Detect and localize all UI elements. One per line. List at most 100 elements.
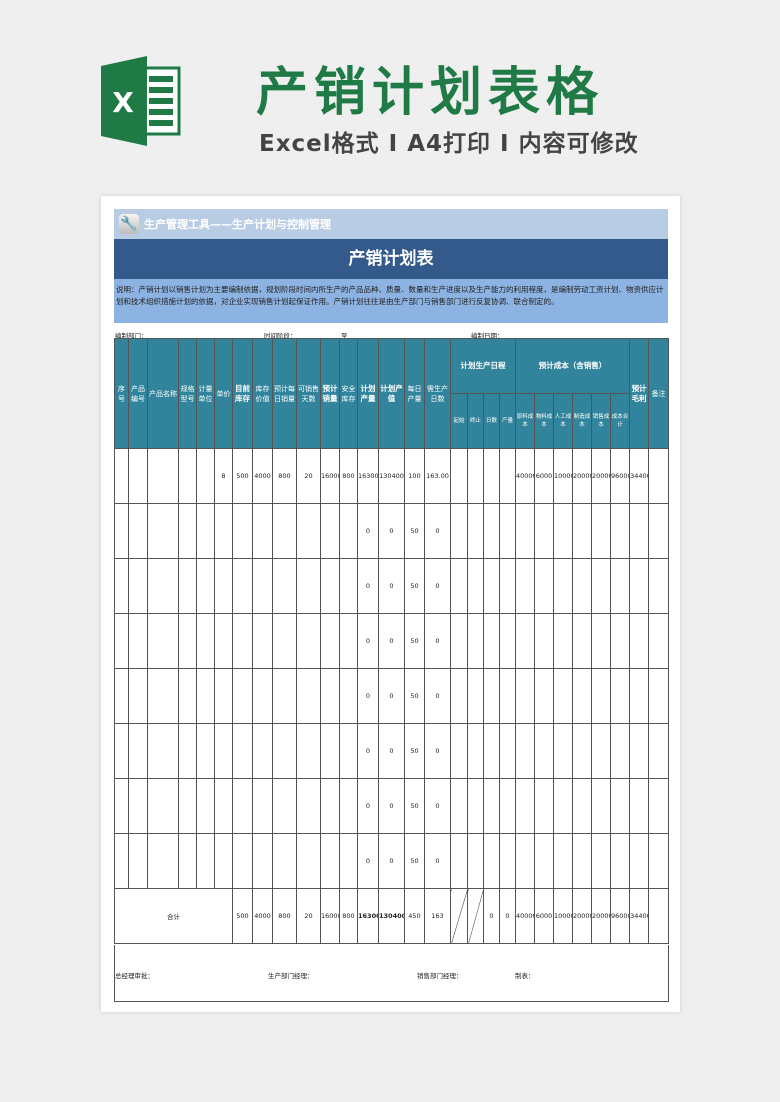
table-cell[interactable]: 0 bbox=[378, 558, 405, 614]
table-cell[interactable] bbox=[648, 448, 670, 504]
table-cell[interactable] bbox=[483, 833, 500, 889]
table-cell[interactable] bbox=[114, 503, 129, 559]
table-cell[interactable] bbox=[648, 558, 670, 614]
table-cell[interactable]: 16000 bbox=[320, 448, 340, 504]
table-cell[interactable] bbox=[339, 833, 358, 889]
table-cell[interactable] bbox=[609, 723, 631, 779]
table-cell[interactable] bbox=[232, 723, 253, 779]
table-cell[interactable] bbox=[252, 778, 273, 834]
table-cell[interactable]: 10000 bbox=[553, 448, 573, 504]
table-cell[interactable] bbox=[252, 833, 273, 889]
table-cell[interactable] bbox=[499, 558, 516, 614]
table-cell[interactable] bbox=[483, 723, 500, 779]
table-cell[interactable] bbox=[591, 503, 611, 559]
table-cell[interactable] bbox=[178, 558, 197, 614]
table-cell[interactable] bbox=[320, 503, 340, 559]
table-cell[interactable] bbox=[128, 723, 148, 779]
table-cell[interactable] bbox=[147, 833, 179, 889]
table-cell[interactable] bbox=[147, 448, 179, 504]
table-cell[interactable] bbox=[272, 668, 297, 724]
table-cell[interactable] bbox=[515, 503, 535, 559]
table-cell[interactable] bbox=[499, 668, 516, 724]
table-cell[interactable]: 0 bbox=[424, 668, 451, 724]
table-cell[interactable] bbox=[214, 833, 233, 889]
table-cell[interactable]: 163.00 bbox=[424, 448, 451, 504]
table-cell[interactable] bbox=[214, 668, 233, 724]
table-cell[interactable] bbox=[499, 833, 516, 889]
table-cell[interactable] bbox=[450, 668, 468, 724]
table-cell[interactable]: 130400 bbox=[378, 448, 405, 504]
table-cell[interactable] bbox=[296, 558, 321, 614]
table-cell[interactable]: 50 bbox=[404, 668, 425, 724]
table-cell[interactable] bbox=[450, 448, 468, 504]
table-cell[interactable] bbox=[499, 613, 516, 669]
table-cell[interactable] bbox=[232, 778, 253, 834]
table-cell[interactable] bbox=[553, 723, 573, 779]
table-cell[interactable] bbox=[483, 558, 500, 614]
table-cell[interactable] bbox=[450, 723, 468, 779]
table-cell[interactable] bbox=[232, 668, 253, 724]
table-cell[interactable] bbox=[272, 778, 297, 834]
table-cell[interactable] bbox=[339, 668, 358, 724]
table-cell[interactable] bbox=[178, 668, 197, 724]
table-cell[interactable]: 0 bbox=[378, 723, 405, 779]
table-cell[interactable] bbox=[296, 503, 321, 559]
table-cell[interactable] bbox=[339, 778, 358, 834]
table-cell[interactable] bbox=[114, 833, 129, 889]
table-cell[interactable] bbox=[534, 723, 554, 779]
table-cell[interactable] bbox=[467, 778, 484, 834]
table-cell[interactable] bbox=[591, 723, 611, 779]
table-cell[interactable] bbox=[609, 503, 631, 559]
table-cell[interactable] bbox=[196, 668, 215, 724]
table-cell[interactable]: 0 bbox=[357, 613, 379, 669]
table-cell[interactable] bbox=[320, 613, 340, 669]
table-cell[interactable] bbox=[196, 833, 215, 889]
table-cell[interactable] bbox=[450, 778, 468, 834]
table-cell[interactable] bbox=[232, 613, 253, 669]
table-cell[interactable] bbox=[272, 613, 297, 669]
table-cell[interactable] bbox=[591, 613, 611, 669]
table-cell[interactable] bbox=[553, 558, 573, 614]
table-cell[interactable] bbox=[214, 613, 233, 669]
table-cell[interactable]: 50 bbox=[404, 613, 425, 669]
table-cell[interactable] bbox=[629, 833, 650, 889]
table-cell[interactable]: 0 bbox=[357, 558, 379, 614]
table-cell[interactable] bbox=[483, 448, 500, 504]
table-cell[interactable] bbox=[572, 613, 592, 669]
table-cell[interactable] bbox=[483, 503, 500, 559]
table-cell[interactable] bbox=[467, 613, 484, 669]
table-cell[interactable] bbox=[572, 833, 592, 889]
table-cell[interactable]: 20000 bbox=[572, 448, 592, 504]
table-cell[interactable] bbox=[252, 503, 273, 559]
table-cell[interactable] bbox=[450, 613, 468, 669]
table-cell[interactable] bbox=[572, 778, 592, 834]
table-cell[interactable] bbox=[196, 613, 215, 669]
table-cell[interactable] bbox=[553, 503, 573, 559]
table-cell[interactable] bbox=[553, 613, 573, 669]
table-cell[interactable] bbox=[467, 558, 484, 614]
table-cell[interactable] bbox=[515, 833, 535, 889]
table-cell[interactable] bbox=[483, 613, 500, 669]
table-cell[interactable] bbox=[339, 503, 358, 559]
table-cell[interactable] bbox=[591, 778, 611, 834]
table-cell[interactable] bbox=[196, 723, 215, 779]
table-cell[interactable] bbox=[178, 833, 197, 889]
table-cell[interactable]: 800 bbox=[272, 448, 297, 504]
table-cell[interactable] bbox=[147, 558, 179, 614]
table-cell[interactable] bbox=[214, 503, 233, 559]
table-cell[interactable] bbox=[648, 668, 670, 724]
table-cell[interactable] bbox=[178, 613, 197, 669]
table-cell[interactable] bbox=[232, 558, 253, 614]
table-cell[interactable] bbox=[128, 558, 148, 614]
table-cell[interactable] bbox=[648, 778, 670, 834]
table-cell[interactable] bbox=[114, 668, 129, 724]
table-cell[interactable] bbox=[128, 448, 148, 504]
table-cell[interactable]: 16300 bbox=[357, 448, 379, 504]
table-cell[interactable] bbox=[467, 833, 484, 889]
table-cell[interactable] bbox=[214, 558, 233, 614]
table-cell[interactable] bbox=[147, 613, 179, 669]
table-cell[interactable] bbox=[534, 778, 554, 834]
table-cell[interactable] bbox=[114, 723, 129, 779]
table-cell[interactable] bbox=[553, 778, 573, 834]
